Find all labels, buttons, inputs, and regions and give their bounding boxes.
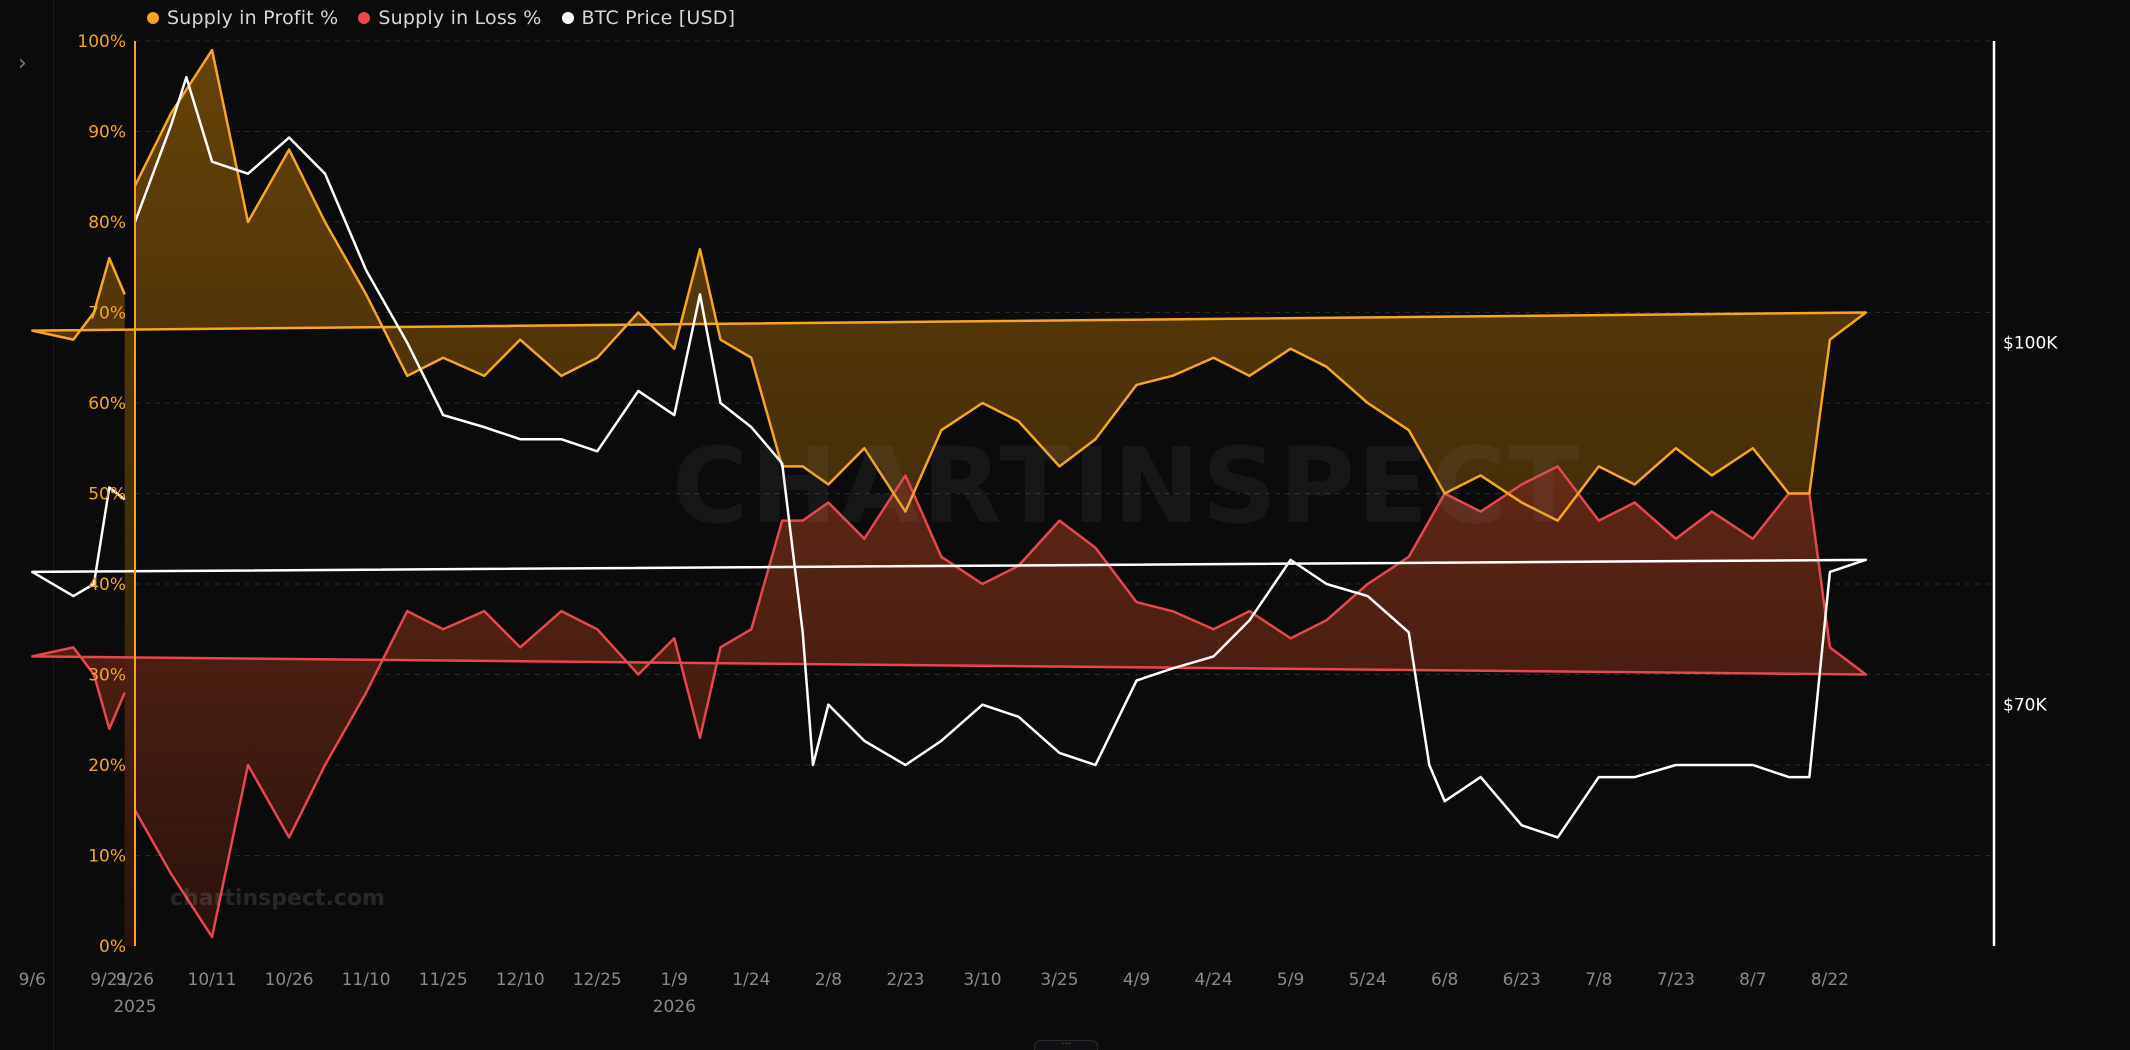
x-tick-label: 12/25 (573, 970, 622, 990)
y-left-tick-label: 40% (88, 575, 126, 595)
chart-legend: Supply in Profit % Supply in Loss % BTC … (147, 5, 755, 31)
line-btc-price (31, 75, 1868, 839)
x-tick-label: 8/22 (1811, 970, 1849, 990)
line-supply-profit (31, 48, 1868, 522)
drag-handle-icon[interactable]: ··· (1034, 1040, 1098, 1050)
x-tick-label: 12/10 (496, 970, 545, 990)
legend-dot-price (561, 12, 574, 24)
area-supply-loss (32, 466, 1866, 946)
x-tick-label: 5/24 (1349, 970, 1387, 990)
x-tick-label: 4/9 (1123, 970, 1150, 990)
y-right-tick-label: $70K (2003, 696, 2047, 716)
x-tick-label: 3/10 (963, 970, 1001, 990)
x-tick-label: 9/21 (90, 970, 128, 990)
x-tick-label: 9/6 (19, 970, 46, 990)
x-tick-label: 2/8 (815, 970, 842, 990)
x-tick-label: 9/26 (116, 970, 154, 990)
x-tick-label: 6/8 (1431, 970, 1458, 990)
x-tick-label: 8/7 (1739, 970, 1766, 990)
x-tick-label: 6/23 (1503, 970, 1541, 990)
y-left-tick-label: 60% (88, 394, 126, 414)
legend-item-btc-price[interactable]: BTC Price [USD] (561, 7, 736, 29)
y-left-tick-label: 80% (88, 213, 126, 233)
x-tick-label: 7/23 (1657, 970, 1695, 990)
line-supply-loss (31, 465, 1868, 939)
x-tick-label: 10/11 (188, 970, 237, 990)
y-left-tick-label: 70% (88, 304, 126, 324)
legend-dot-profit (147, 12, 159, 24)
x-year-label: 2026 (653, 997, 696, 1017)
x-tick-label: 11/25 (419, 970, 468, 990)
y-left-tick-label: 10% (88, 847, 126, 867)
y-left-tick-label: 100% (77, 32, 126, 52)
legend-label-price: BTC Price [USD] (581, 7, 736, 29)
x-tick-label: 1/24 (732, 970, 770, 990)
x-tick-label: 3/25 (1040, 970, 1078, 990)
legend-item-supply-profit[interactable]: Supply in Profit % (147, 7, 338, 29)
watermark: CHARTINSPECT (672, 425, 1582, 547)
y-left-tick-label: 50% (88, 485, 126, 505)
y-left-tick-label: 0% (99, 937, 126, 957)
x-year-label: 2025 (113, 997, 156, 1017)
area-layer (32, 50, 1866, 947)
x-tick-label: 1/9 (661, 970, 688, 990)
x-tick-label: 7/8 (1585, 970, 1612, 990)
legend-dot-loss (358, 12, 371, 24)
line-layer (31, 48, 1868, 939)
x-tick-label: 5/9 (1277, 970, 1304, 990)
watermark-url: chartinspect.com (170, 886, 385, 911)
side-panel: › (0, 0, 54, 1050)
legend-item-supply-loss[interactable]: Supply in Loss % (358, 7, 541, 29)
x-tick-label: 10/26 (265, 970, 314, 990)
y-left-tick-label: 90% (88, 123, 126, 143)
x-tick-label: 4/24 (1194, 970, 1232, 990)
y-left-tick-label: 20% (88, 756, 126, 776)
axis-layer: 0% 10% 20% 30% 40% 50% 60% 70% 80% 90% 100% 9/26 10/… (19, 32, 2059, 1017)
legend-label-profit: Supply in Profit % (167, 7, 339, 29)
legend-label-loss: Supply in Loss % (378, 7, 542, 29)
chevron-right-icon[interactable]: › (18, 51, 27, 76)
x-tick-label: 2/23 (886, 970, 924, 990)
x-tick-label: 11/10 (342, 970, 391, 990)
y-left-tick-label: 30% (88, 666, 126, 686)
area-supply-profit (32, 50, 1866, 947)
y-right-tick-label: $100K (2003, 334, 2058, 354)
